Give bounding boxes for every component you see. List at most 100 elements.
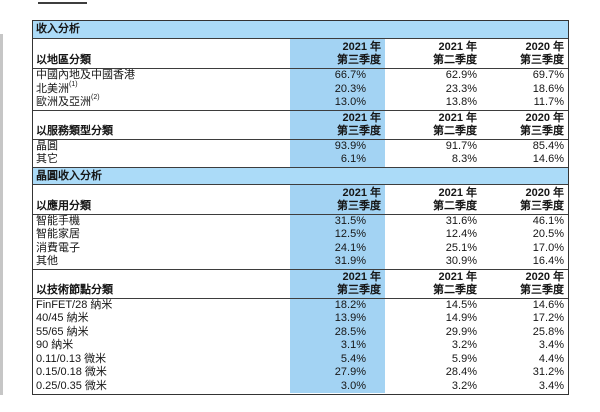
row-label: 其他 [33, 255, 290, 269]
row-value: 20.5% [532, 228, 564, 240]
row-value: 13.9% [290, 312, 385, 326]
row-value: 14.5% [445, 298, 477, 311]
column-header-quarter: 第二季度 [433, 283, 477, 296]
row-value: 28.4% [445, 366, 477, 378]
column-header-year: 2021 年 [342, 41, 381, 53]
row-label-text: 歐洲及亞洲 [36, 96, 91, 108]
section-title-band: 晶圓收入分析 [33, 166, 568, 185]
row-value: 69.7% [532, 69, 564, 81]
row-label: 90 納米 [33, 339, 290, 353]
table-row: 0.25/0.35 微米 3.0% 3.2% 3.4% [33, 379, 568, 394]
row-value: 27.9% [290, 366, 385, 380]
row-label: 0.25/0.35 微米 [33, 380, 290, 394]
row-label-text: 其它 [36, 153, 58, 165]
footnote-marker: (1) [69, 80, 78, 88]
row-label: 歐洲及亞洲(2) [33, 94, 290, 110]
row-value: 91.7% [445, 139, 477, 152]
table-row: 其他 31.9% 30.9% 16.4% [33, 255, 568, 269]
column-header-year: 2021 年 [342, 111, 381, 124]
table-row: 北美洲(1) 20.3% 23.3% 18.6% [33, 80, 568, 96]
column-header: 2021 年第二季度 [385, 185, 480, 214]
column-header-year: 2021 年 [342, 270, 381, 283]
row-value: 62.9% [445, 69, 477, 81]
column-header-year: 2020 年 [525, 111, 564, 124]
row-label-text: 晶圓 [36, 139, 58, 152]
column-header-quarter: 第三季度 [337, 283, 381, 296]
row-label: 其它 [33, 153, 290, 167]
column-header: 2021 年第三季度 [290, 110, 385, 139]
column-header: 2021 年第二季度 [385, 39, 480, 68]
row-value: 3.2% [451, 379, 477, 392]
block-header-row: 以地區分類 2021 年第三季度 2021 年第二季度 2020 年第三季度 [33, 39, 568, 69]
column-header-year: 2020 年 [525, 186, 564, 199]
row-value: 20.3% [290, 82, 385, 96]
block-label: 以技術節點分類 [36, 283, 113, 296]
block-header-row: 以應用分類 2021 年第三季度 2021 年第二季度 2020 年第三季度 [33, 184, 568, 215]
row-value: 14.6% [532, 153, 564, 165]
column-header-year: 2021 年 [438, 186, 477, 199]
row-value: 30.9% [445, 255, 477, 267]
row-value: 85.4% [532, 139, 564, 152]
column-header-quarter: 第三季度 [337, 54, 381, 66]
table-row: 智能手機 31.5% 31.6% 46.1% [33, 214, 568, 228]
column-header-year: 2021 年 [438, 41, 477, 53]
row-value: 31.9% [290, 255, 385, 269]
row-value: 29.9% [445, 325, 477, 338]
table-row: 0.11/0.13 微米 5.4% 5.9% 4.4% [33, 352, 568, 366]
row-label-text: 中國內地及中國香港 [36, 69, 135, 81]
row-label-text: 0.15/0.18 微米 [36, 366, 107, 378]
table-row: 中國內地及中國香港 66.7% 62.9% 69.7% [33, 69, 568, 83]
row-value: 16.4% [532, 255, 564, 267]
column-header-quarter: 第三季度 [520, 283, 564, 296]
left-edge-line [0, 34, 3, 395]
row-value: 24.1% [290, 241, 385, 255]
column-header-year: 2020 年 [525, 41, 564, 53]
table-row: FinFET/28 納米 18.2% 14.5% 14.6% [33, 298, 568, 312]
row-label: 智能家居 [33, 228, 290, 242]
column-header-quarter: 第三季度 [520, 199, 564, 212]
row-label-text: 北美洲 [36, 82, 69, 95]
row-value: 3.1% [290, 339, 385, 353]
row-label-text: 智能家居 [36, 228, 80, 240]
row-value: 25.8% [532, 325, 564, 338]
row-value: 18.2% [290, 298, 385, 312]
table-row: 消費電子 24.1% 25.1% 17.0% [33, 241, 568, 256]
column-header: 2021 年第二季度 [385, 270, 480, 298]
column-header-year: 2021 年 [342, 186, 381, 199]
row-value: 93.9% [290, 139, 385, 153]
row-value: 3.2% [451, 339, 477, 351]
row-value: 17.2% [532, 312, 564, 324]
row-value: 31.2% [532, 366, 564, 378]
column-header-year: 2021 年 [438, 270, 477, 283]
column-header-year: 2020 年 [525, 270, 564, 283]
column-header: 2020 年第三季度 [480, 185, 567, 214]
row-value: 13.0% [290, 96, 385, 110]
column-header-quarter: 第三季度 [520, 54, 564, 66]
table-row: 55/65 納米 28.5% 29.9% 25.8% [33, 325, 568, 340]
row-label: 55/65 納米 [33, 326, 290, 340]
row-label-text: 40/45 納米 [36, 312, 89, 324]
footnote-marker: (2) [91, 94, 100, 102]
block-label: 以服務類型分類 [36, 124, 113, 137]
row-label-text: 55/65 納米 [36, 325, 89, 338]
row-label: 晶圓 [33, 140, 290, 154]
table-row: 40/45 納米 13.9% 14.9% 17.2% [33, 312, 568, 326]
top-rule-line [38, 2, 87, 4]
row-value: 3.4% [538, 379, 564, 392]
column-header-year: 2021 年 [438, 111, 477, 124]
column-header: 2020 年第三季度 [480, 39, 567, 68]
row-value: 14.9% [445, 312, 477, 324]
row-label: 消費電子 [33, 242, 290, 256]
column-header: 2021 年第二季度 [385, 111, 480, 139]
table-row: 0.15/0.18 微米 27.9% 28.4% 31.2% [33, 366, 568, 380]
row-label-text: 0.11/0.13 微米 [36, 352, 107, 365]
block-label: 以應用分類 [36, 199, 91, 212]
row-value: 8.3% [451, 153, 477, 165]
block-label: 以地區分類 [36, 54, 91, 66]
row-label-text: 智能手機 [36, 214, 80, 227]
table-row: 歐洲及亞洲(2) 13.0% 13.8% 11.7% [33, 94, 568, 110]
column-header-quarter: 第三季度 [337, 199, 381, 212]
row-value: 18.6% [532, 82, 564, 95]
section-title-band: 收入分析 [33, 21, 568, 39]
